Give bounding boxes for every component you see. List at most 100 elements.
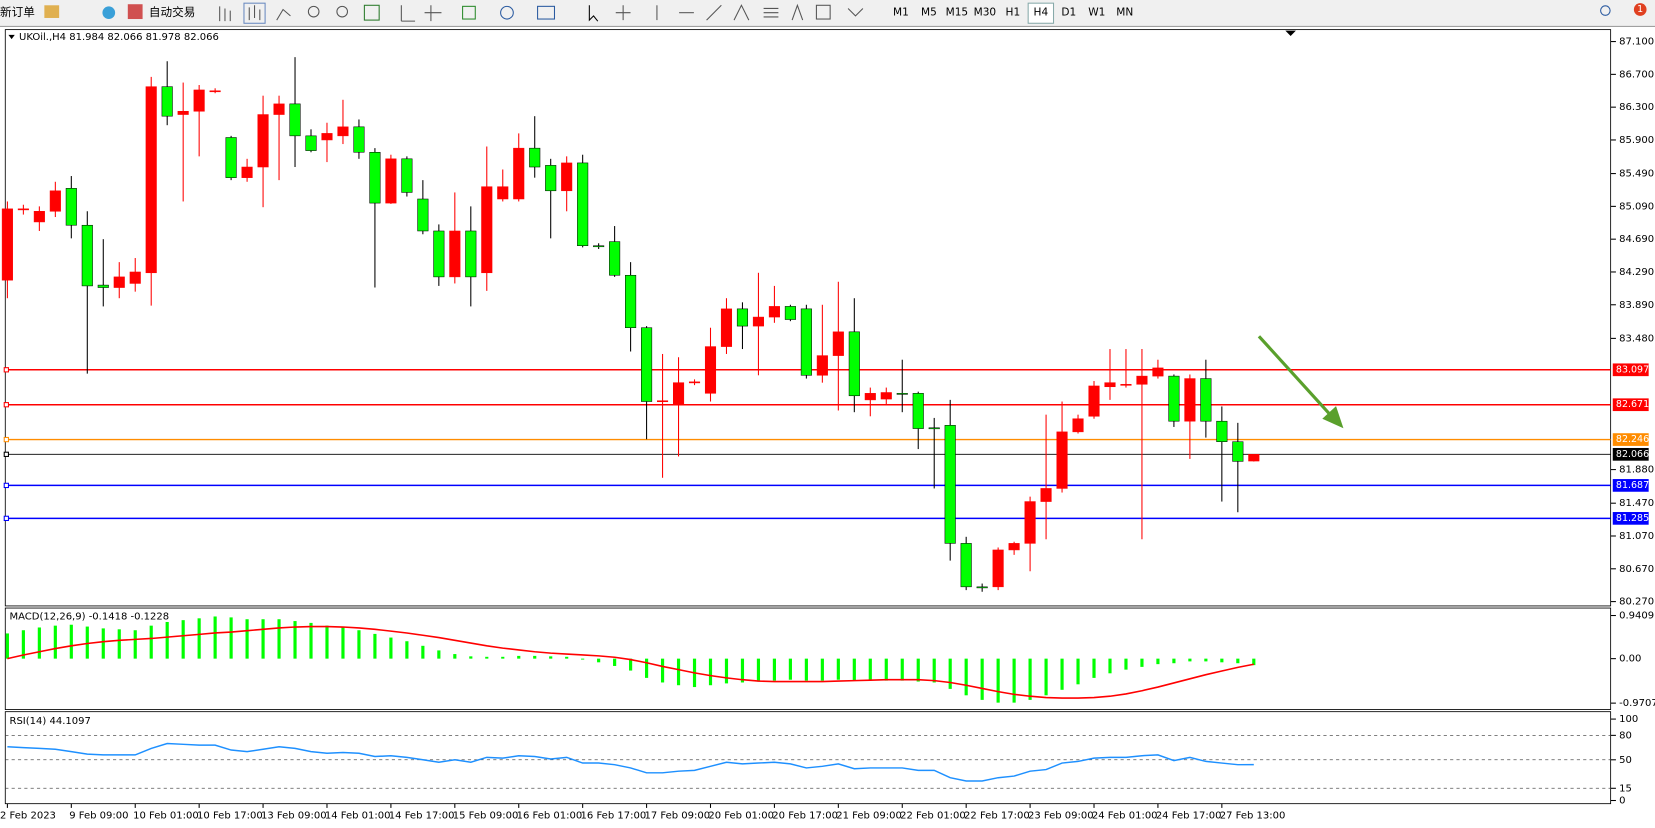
new-order-button[interactable]: 新订单 [0, 5, 35, 19]
timeframe-button[interactable]: M30 [974, 7, 997, 19]
crosshair-icon[interactable] [615, 5, 631, 21]
templates-icon[interactable] [537, 5, 556, 20]
indicators-icon[interactable] [462, 5, 476, 20]
x-tick-label: 22 Feb 01:00 [900, 810, 966, 821]
x-tick-label: 23 Feb 09:00 [1028, 810, 1094, 821]
x-tick-label: 21 Feb 09:00 [836, 810, 902, 821]
y-tick-label: 81.880 [1619, 465, 1654, 476]
y-tick-label: 85.490 [1619, 169, 1654, 180]
level-label-bg [1612, 512, 1649, 525]
y-tick-label: 0 [1619, 796, 1625, 807]
y-tick-label: 0.9409 [1619, 611, 1654, 622]
icon[interactable] [44, 5, 60, 18]
auto-trading-button[interactable]: 自动交易 [149, 5, 195, 19]
candle-body [577, 162, 589, 246]
candle-body [433, 230, 445, 278]
candle-body [832, 331, 844, 356]
candle-body [1136, 375, 1148, 385]
channel-icon[interactable] [733, 4, 750, 21]
timeframe-button[interactable]: M5 [921, 7, 937, 19]
candle-chart-icon[interactable] [243, 2, 266, 24]
zoom-out-icon[interactable] [336, 5, 349, 18]
timeframe-button[interactable]: M15 [946, 7, 969, 19]
active-timeframe [1027, 2, 1055, 24]
level-label-bg [1612, 363, 1649, 377]
candle-body [465, 230, 477, 278]
candle-body [1, 208, 13, 281]
level-handle [3, 515, 9, 522]
candle-body [97, 284, 109, 288]
candle-body [369, 151, 381, 204]
x-tick-label: 16 Feb 01:00 [517, 810, 583, 821]
candle-body [736, 308, 749, 327]
candle-body [257, 114, 269, 168]
chart-shift-icon[interactable] [424, 5, 442, 22]
periods-icon[interactable] [500, 5, 514, 20]
candle-body [848, 331, 860, 397]
y-tick-label: 81.070 [1619, 531, 1654, 542]
notification-badge[interactable] [1633, 3, 1647, 16]
notification-count: 1 [1637, 4, 1643, 15]
timeframe-button[interactable]: D1 [1061, 7, 1076, 19]
y-tick-label: 80.670 [1619, 564, 1654, 575]
arrow-head [1322, 406, 1344, 429]
y-tick-label: 80 [1619, 730, 1632, 741]
candle-body [545, 165, 557, 192]
line-chart-icon[interactable] [276, 8, 291, 21]
candle-body [880, 392, 892, 400]
tile-icon[interactable] [363, 4, 380, 21]
candle-body [1008, 543, 1020, 551]
candle-body [1184, 378, 1196, 422]
annotation-arrow [1257, 335, 1344, 429]
candle-body [113, 276, 125, 288]
level-handle [3, 451, 9, 457]
auto-trading-icon[interactable] [127, 4, 143, 20]
timeframe-button[interactable]: M1 [893, 7, 909, 19]
tool-icons [219, 2, 1611, 24]
candle-body [561, 162, 573, 192]
x-tick-label: 15 Feb 09:00 [453, 810, 519, 821]
candle-body [912, 393, 924, 429]
timeframe-button[interactable]: H1 [1006, 7, 1021, 19]
y-tick-label: 84.290 [1619, 267, 1654, 278]
x-tick-label: 14 Feb 01:00 [325, 810, 391, 821]
fibo-icon[interactable] [763, 7, 779, 18]
y-tick-label: 83.890 [1619, 300, 1654, 311]
y-tick-label: 80.270 [1619, 597, 1654, 608]
timeframe-button[interactable]: W1 [1088, 7, 1105, 19]
candle-body [449, 230, 461, 278]
candle-body [768, 306, 780, 318]
timeframe-button[interactable]: H4 [1034, 7, 1049, 19]
candle-body [1024, 501, 1036, 544]
y-tick-label: 0.00 [1619, 654, 1641, 665]
candle-body [273, 103, 285, 115]
search-icon[interactable] [1600, 5, 1611, 16]
candle-body [193, 89, 205, 112]
rsi-title: RSI(14) 44.1097 [10, 716, 91, 727]
candle-body [145, 86, 157, 274]
level-handle [3, 436, 9, 443]
candle-body [960, 543, 972, 588]
candle-body [81, 224, 93, 287]
candle-body [49, 190, 61, 212]
candle-body [481, 186, 493, 274]
zoom-in-icon[interactable] [307, 5, 320, 18]
candle-body [704, 346, 717, 394]
x-tick-label: 14 Feb 17:00 [389, 810, 455, 821]
bar-chart-icon[interactable] [219, 6, 231, 22]
candle-body [672, 382, 685, 405]
autoscroll-icon[interactable] [400, 5, 416, 22]
toolbar-bg [0, 0, 1655, 27]
candle-body [17, 208, 29, 211]
label-icon[interactable] [815, 4, 831, 20]
timeframe-button[interactable]: MN [1116, 7, 1133, 19]
cursor-icon[interactable] [588, 5, 599, 22]
trendline-icon[interactable] [706, 4, 722, 21]
x-tick-label: 16 Feb 17:00 [581, 810, 647, 821]
icon[interactable] [102, 6, 116, 20]
text-icon[interactable] [791, 3, 804, 21]
y-tick-label: 15 [1619, 783, 1632, 794]
arrows-icon[interactable] [847, 8, 864, 17]
x-tick-label: 13 Feb 09:00 [261, 810, 327, 821]
candle-body [1216, 420, 1228, 442]
